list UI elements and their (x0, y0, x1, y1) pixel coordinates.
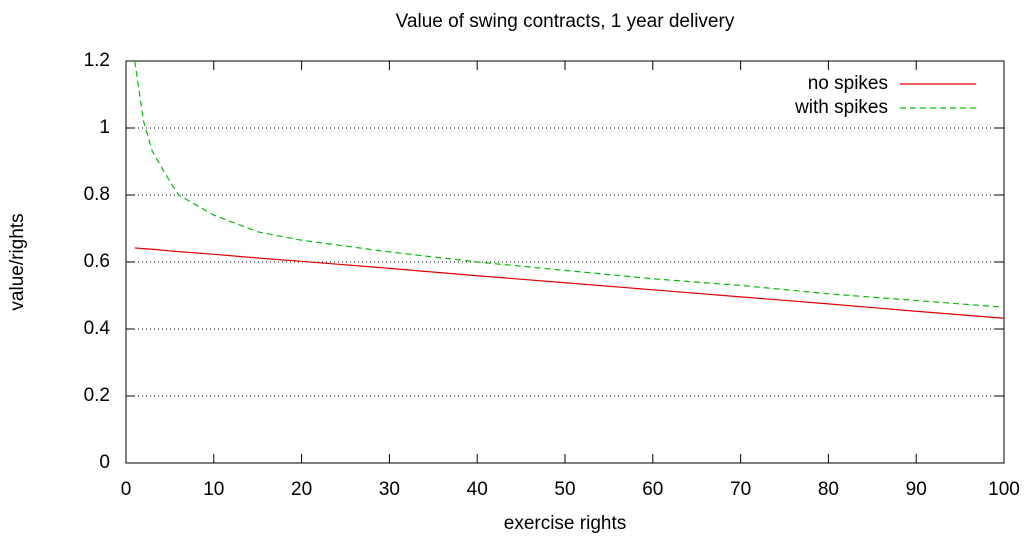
y-tick-label: 0.6 (84, 251, 110, 272)
x-tick-label: 30 (379, 479, 400, 500)
y-axis-label: value/rights (7, 213, 28, 310)
x-tick-label: 50 (554, 479, 575, 500)
legend-label: with spikes (794, 97, 888, 118)
x-tick-label: 100 (988, 479, 1020, 500)
y-tick-label: 0.4 (84, 318, 111, 339)
data-line (134, 60, 1005, 308)
x-tick-label: 60 (642, 479, 663, 500)
y-tick-label: 0.8 (84, 184, 110, 205)
legend-label: no spikes (808, 73, 888, 94)
plot-frame (125, 60, 1005, 464)
x-tick-label: 40 (467, 479, 488, 500)
data-line (134, 247, 1005, 319)
chart-title: Value of swing contracts, 1 year deliver… (396, 11, 735, 32)
x-axis-label: exercise rights (504, 513, 627, 534)
x-tick-label: 20 (291, 479, 312, 500)
x-tick-label: 10 (203, 479, 224, 500)
x-tick-label: 90 (906, 479, 927, 500)
y-tick-label: 1 (99, 117, 110, 138)
y-tick-label: 0 (99, 452, 110, 473)
y-tick-label: 0.2 (84, 385, 110, 406)
x-tick-label: 80 (818, 479, 839, 500)
y-tick-label: 1.2 (84, 50, 110, 71)
x-tick-label: 0 (121, 479, 132, 500)
x-tick-label: 70 (730, 479, 751, 500)
